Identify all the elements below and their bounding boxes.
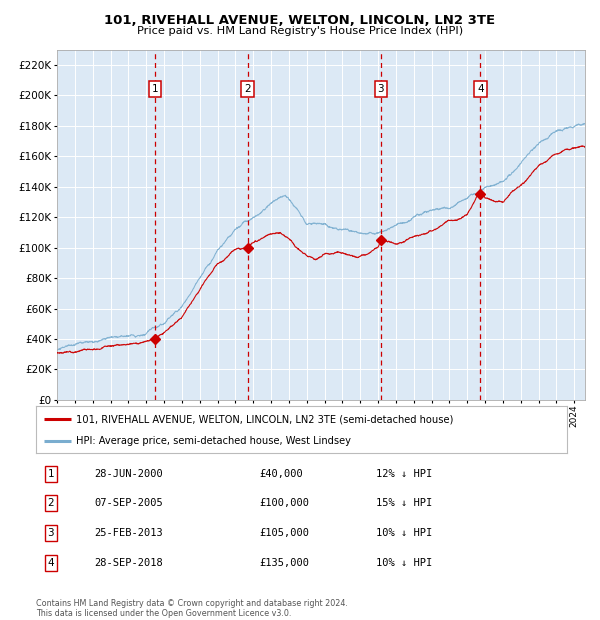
Text: £105,000: £105,000 bbox=[259, 528, 309, 538]
Text: 07-SEP-2005: 07-SEP-2005 bbox=[94, 498, 163, 508]
Text: 28-SEP-2018: 28-SEP-2018 bbox=[94, 558, 163, 568]
Text: 101, RIVEHALL AVENUE, WELTON, LINCOLN, LN2 3TE: 101, RIVEHALL AVENUE, WELTON, LINCOLN, L… bbox=[104, 14, 496, 27]
Text: £40,000: £40,000 bbox=[259, 469, 303, 479]
Text: HPI: Average price, semi-detached house, West Lindsey: HPI: Average price, semi-detached house,… bbox=[76, 436, 351, 446]
Text: Price paid vs. HM Land Registry's House Price Index (HPI): Price paid vs. HM Land Registry's House … bbox=[137, 26, 463, 36]
Text: 15% ↓ HPI: 15% ↓ HPI bbox=[376, 498, 432, 508]
Text: 1: 1 bbox=[152, 84, 158, 94]
Text: 3: 3 bbox=[377, 84, 384, 94]
Text: 28-JUN-2000: 28-JUN-2000 bbox=[94, 469, 163, 479]
Text: 10% ↓ HPI: 10% ↓ HPI bbox=[376, 558, 432, 568]
Text: £100,000: £100,000 bbox=[259, 498, 309, 508]
Text: 12% ↓ HPI: 12% ↓ HPI bbox=[376, 469, 432, 479]
Text: Contains HM Land Registry data © Crown copyright and database right 2024.
This d: Contains HM Land Registry data © Crown c… bbox=[36, 599, 348, 618]
Text: 101, RIVEHALL AVENUE, WELTON, LINCOLN, LN2 3TE (semi-detached house): 101, RIVEHALL AVENUE, WELTON, LINCOLN, L… bbox=[76, 414, 453, 424]
Text: 1: 1 bbox=[47, 469, 54, 479]
Text: 2: 2 bbox=[244, 84, 251, 94]
Text: 4: 4 bbox=[477, 84, 484, 94]
Text: 10% ↓ HPI: 10% ↓ HPI bbox=[376, 528, 432, 538]
Text: 25-FEB-2013: 25-FEB-2013 bbox=[94, 528, 163, 538]
Text: £135,000: £135,000 bbox=[259, 558, 309, 568]
Text: 2: 2 bbox=[47, 498, 54, 508]
Text: 4: 4 bbox=[47, 558, 54, 568]
Text: 3: 3 bbox=[47, 528, 54, 538]
